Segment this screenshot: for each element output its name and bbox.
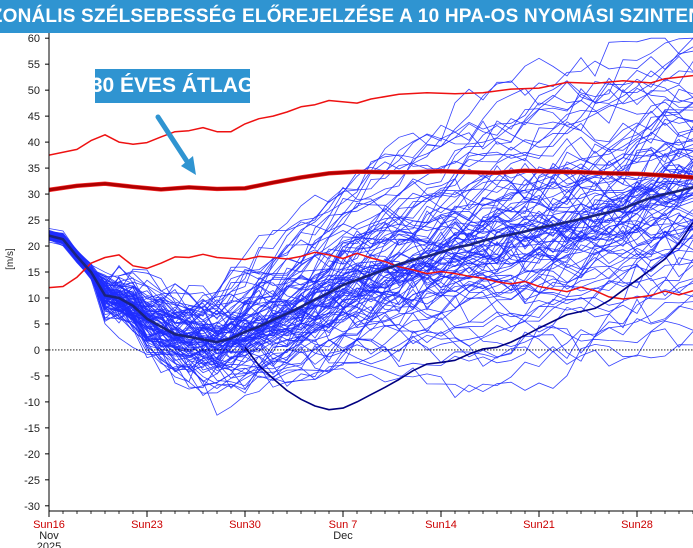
ensemble-member-line bbox=[49, 168, 693, 336]
y-axis-label: [m/s] bbox=[5, 248, 16, 270]
climatology-bound-line bbox=[49, 251, 693, 300]
y-tick-label: -25 bbox=[24, 475, 40, 487]
y-tick-label: 25 bbox=[28, 215, 40, 227]
ensemble-member-line bbox=[49, 239, 693, 397]
arrow-head bbox=[181, 156, 196, 175]
ensemble-member-line bbox=[49, 164, 693, 350]
axes: 605550454035302520151050-5-10-15-20-25-3… bbox=[5, 33, 693, 548]
ensemble-member-line bbox=[49, 110, 693, 336]
x-tick-label: Sun16 bbox=[33, 519, 65, 531]
y-tick-label: 40 bbox=[28, 137, 40, 149]
annotation-text: 30 ÉVES ÁTLAG bbox=[90, 74, 255, 97]
ensemble-member-line bbox=[49, 213, 693, 373]
ensemble-member-line bbox=[49, 77, 693, 320]
ensemble-member-line bbox=[49, 238, 693, 416]
x-tick-label: Sun30 bbox=[229, 519, 261, 531]
title-banner: ZONÁLIS SZÉLSEBESSÉG ELŐREJELZÉSE A 10 H… bbox=[0, 0, 693, 33]
ensemble-member-line bbox=[49, 236, 693, 389]
ensemble-member-line bbox=[49, 158, 693, 345]
x-tick-label: Sun23 bbox=[131, 519, 163, 531]
y-tick-label: 50 bbox=[28, 85, 40, 97]
ensemble-member-line bbox=[49, 181, 693, 341]
chart-title: ZONÁLIS SZÉLSEBESSÉG ELŐREJELZÉSE A 10 H… bbox=[0, 5, 693, 27]
ensemble-member-line bbox=[49, 236, 693, 371]
x-tick-label: Sun28 bbox=[621, 519, 653, 531]
ensemble-member-line bbox=[49, 70, 693, 312]
x-tick-sublabel: Nov bbox=[39, 530, 59, 542]
ensemble-member-line bbox=[49, 239, 693, 394]
y-tick-label: 45 bbox=[28, 111, 40, 123]
y-tick-label: -5 bbox=[30, 371, 40, 383]
y-tick-label: 5 bbox=[34, 319, 40, 331]
x-tick-label: Sun21 bbox=[523, 519, 555, 531]
ensemble-member-line bbox=[49, 46, 693, 311]
arrow-shaft bbox=[155, 114, 193, 169]
climatology-bound-line bbox=[49, 74, 693, 156]
ensemble-member-line bbox=[49, 87, 693, 320]
ensemble-member-line bbox=[49, 125, 693, 344]
y-tick-label: 10 bbox=[28, 293, 40, 305]
ensemble-member-line bbox=[49, 234, 693, 372]
y-tick-label: -10 bbox=[24, 397, 40, 409]
control-run-line bbox=[244, 222, 693, 411]
chart: 605550454035302520151050-5-10-15-20-25-3… bbox=[5, 33, 693, 548]
annotation-label: 30 ÉVES ÁTLAG bbox=[91, 69, 254, 103]
ensemble-member-line bbox=[49, 110, 693, 355]
x-tick-label: Sun14 bbox=[425, 519, 457, 531]
ensemble-member-line bbox=[49, 187, 693, 354]
ensemble-member-line bbox=[49, 219, 693, 375]
ensemble-member-line bbox=[49, 152, 693, 346]
climatology-mean-line bbox=[49, 169, 693, 192]
ensemble-member-line bbox=[49, 241, 693, 399]
y-tick-label: 60 bbox=[28, 33, 40, 45]
ensemble-member-line bbox=[49, 203, 693, 349]
ensemble-member-line bbox=[49, 212, 693, 343]
y-tick-label: 30 bbox=[28, 189, 40, 201]
ensemble-member-line bbox=[49, 164, 693, 348]
y-tick-label: 55 bbox=[28, 59, 40, 71]
annotation-arrow bbox=[155, 114, 196, 175]
x-tick-sublabel: 2025 bbox=[37, 541, 61, 548]
y-tick-label: 15 bbox=[28, 267, 40, 279]
y-tick-label: -15 bbox=[24, 423, 40, 435]
ensemble-member-line bbox=[49, 37, 693, 309]
y-tick-label: -30 bbox=[24, 501, 40, 513]
y-tick-label: -20 bbox=[24, 449, 40, 461]
ensemble-member-line bbox=[49, 206, 693, 370]
x-tick-sublabel: Dec bbox=[333, 530, 353, 542]
y-tick-label: 0 bbox=[34, 345, 40, 357]
y-tick-label: 35 bbox=[28, 163, 40, 175]
series-lines bbox=[49, 74, 693, 411]
ensemble-member-line bbox=[49, 109, 693, 321]
y-tick-label: 20 bbox=[28, 241, 40, 253]
ensemble-mean-line bbox=[49, 186, 693, 344]
ensemble-member-line bbox=[49, 212, 693, 369]
ensemble-member-line bbox=[49, 61, 693, 326]
ensemble-member-line bbox=[49, 219, 693, 368]
x-tick-label: Sun 7 bbox=[329, 519, 358, 531]
